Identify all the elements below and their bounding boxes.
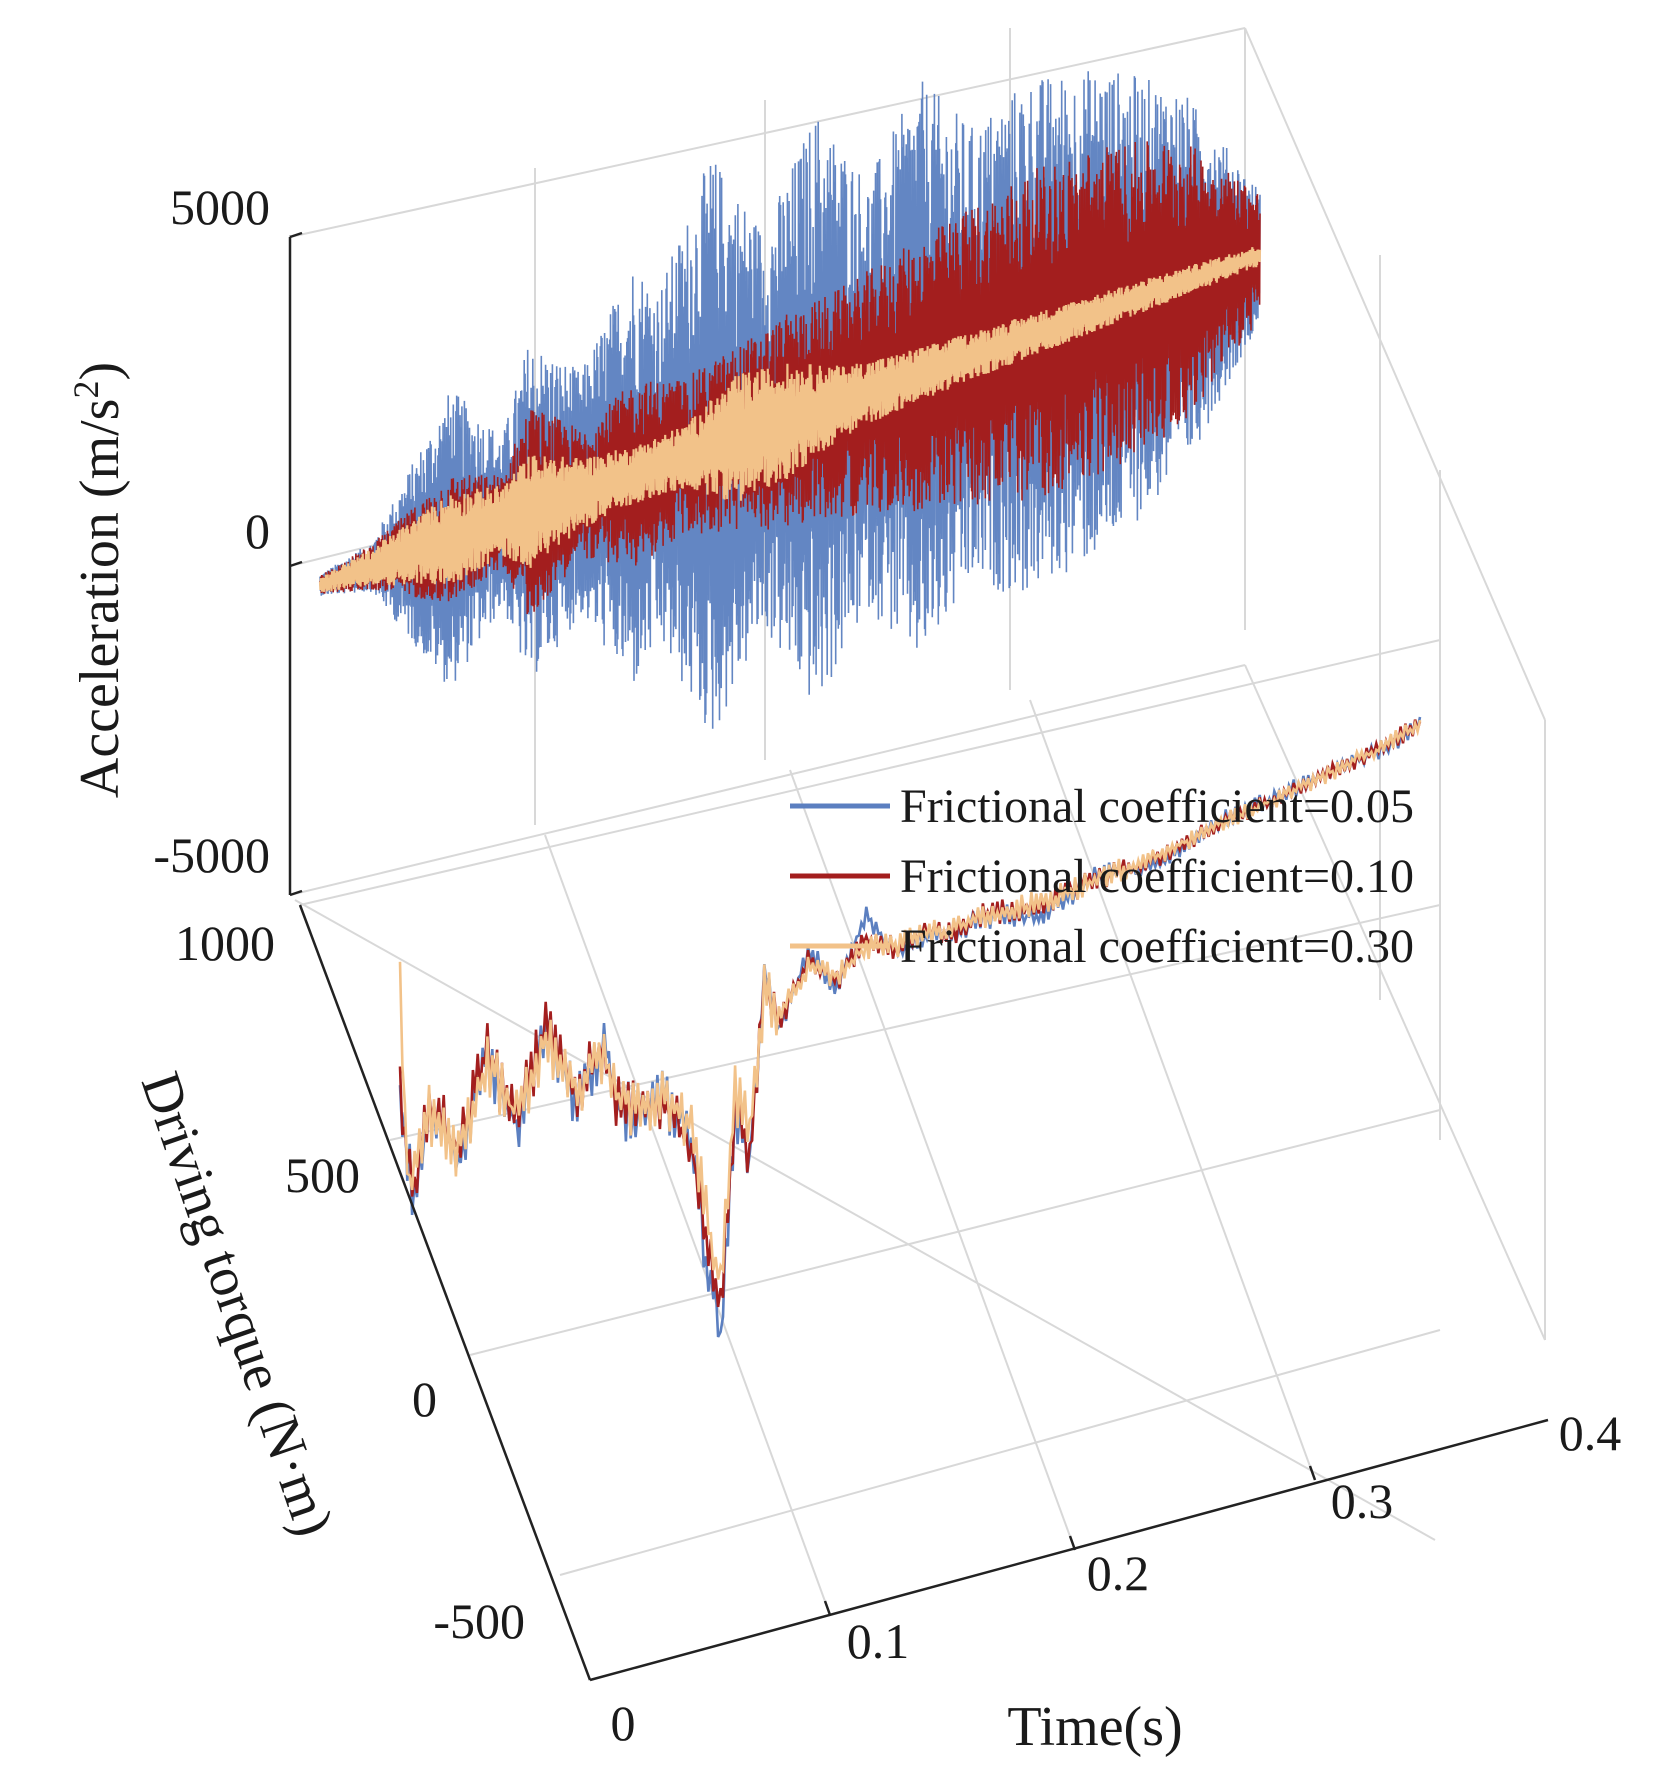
torque-hgrid-1: [389, 904, 1441, 1141]
torque-series-2: [398, 718, 1422, 1280]
acc-tick-0: 0: [245, 503, 270, 559]
x-tickmark-0: [823, 1600, 832, 1616]
torque-vgrid-1: [544, 834, 831, 1616]
torque-y-axis-title: Driving torque (N·m): [129, 1065, 346, 1544]
x-tickmark-2: [1308, 1465, 1317, 1481]
acc-y-axis-title-main: Acceleration (m/s: [69, 399, 131, 799]
acc-tick-neg5000: -5000: [153, 827, 270, 883]
legend: Frictional coefficient=0.05 Frictional c…: [790, 780, 1414, 973]
torque-vgrid-2: [789, 769, 1076, 1551]
x-axis: [589, 1418, 1549, 1682]
torque-vgrid-3: [1029, 699, 1316, 1481]
acc-y-axis-title-close: ): [69, 362, 131, 381]
x-tick-0.4: 0.4: [1559, 1405, 1622, 1461]
x-tick-0.2: 0.2: [1087, 1545, 1150, 1601]
torque-hgrid-2: [469, 1109, 1441, 1356]
acc-y-axis-title: Acceleration (m/s2): [66, 362, 131, 798]
acc-tickmark-1: [289, 560, 303, 568]
acc-hgrid-bot: [289, 664, 1246, 896]
x-axis-title: Time(s): [1007, 1696, 1182, 1758]
x-tick-0: 0: [611, 1695, 636, 1751]
acc-hgrid-top: [289, 27, 1246, 238]
x-tick-0.1: 0.1: [847, 1613, 910, 1669]
torque-hgrid-0: [299, 639, 1441, 906]
grid-lines: [289, 27, 1546, 1681]
torque-tick-500: 500: [285, 1147, 360, 1203]
x-tick-0.3: 0.3: [1331, 1473, 1394, 1529]
legend-label-0.10: Frictional coefficient=0.10: [900, 850, 1414, 903]
acc-depth-top: [1244, 27, 1546, 721]
acc-y-axis-title-sup: 2: [66, 381, 106, 399]
torque-floor-grid-diag: [294, 899, 1436, 1541]
axes: [288, 231, 1549, 1682]
acc-series-2: [318, 247, 1262, 592]
torque-tick-1000: 1000: [175, 915, 275, 971]
torque-tick-0: 0: [412, 1371, 437, 1427]
legend-label-0.05: Frictional coefficient=0.05: [900, 780, 1414, 833]
acc-depth-bot: [1244, 664, 1546, 1341]
torque-hgrid-3: [559, 1329, 1441, 1576]
acc-tickmark-2: [289, 889, 303, 897]
x-tickmark-1: [1068, 1535, 1077, 1551]
torque-y-axis: [298, 904, 592, 1681]
acc-tickmark-0: [289, 231, 303, 239]
torque-tick-neg500: -500: [433, 1593, 525, 1649]
acc-tick-5000: 5000: [170, 179, 270, 235]
legend-label-0.30: Frictional coefficient=0.30: [900, 920, 1414, 973]
data-series: [318, 71, 1422, 1338]
